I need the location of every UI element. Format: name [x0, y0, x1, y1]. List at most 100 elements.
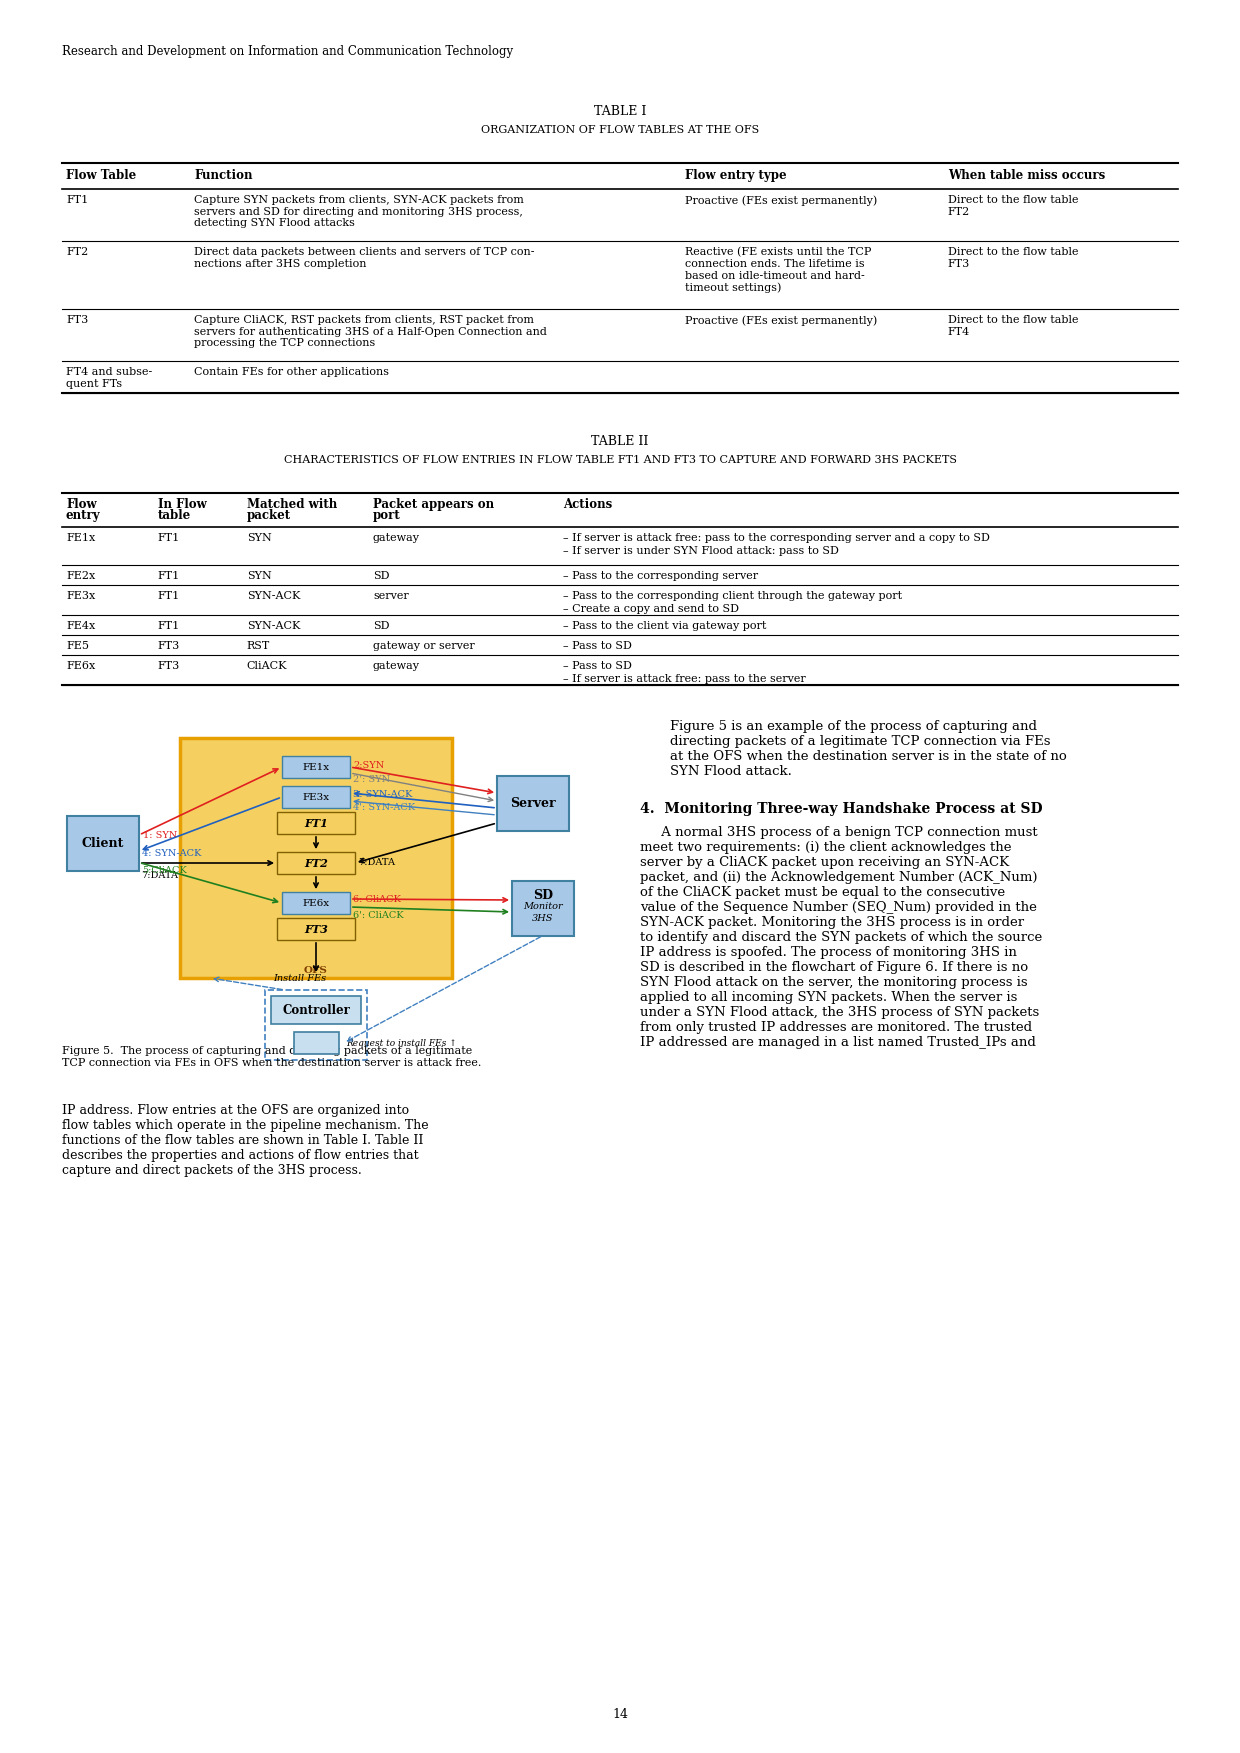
Text: A normal 3HS process of a benign TCP connection must
meet two requirements: (i) : A normal 3HS process of a benign TCP con…: [640, 826, 1043, 1048]
Text: Install FEs: Install FEs: [273, 975, 326, 983]
FancyBboxPatch shape: [67, 815, 139, 871]
Text: SP: SP: [309, 1038, 324, 1048]
Text: – Pass to the corresponding client through the gateway port: – Pass to the corresponding client throu…: [563, 591, 901, 601]
Text: Direct to the flow table
FT2: Direct to the flow table FT2: [947, 195, 1078, 217]
Text: Direct data packets between clients and servers of TCP con-
nections after 3HS c: Direct data packets between clients and …: [195, 247, 534, 268]
FancyBboxPatch shape: [281, 892, 350, 913]
Text: – Pass to the client via gateway port: – Pass to the client via gateway port: [563, 621, 766, 631]
FancyBboxPatch shape: [281, 785, 350, 808]
Text: Flow: Flow: [66, 498, 97, 512]
Text: 4: SYN-ACK: 4: SYN-ACK: [143, 848, 201, 857]
Text: FT4 and subse-
quent FTs: FT4 and subse- quent FTs: [66, 366, 153, 389]
Text: FT2: FT2: [304, 857, 327, 868]
Text: Figure 5.  The process of capturing and directing packets of a legitimate
TCP co: Figure 5. The process of capturing and d…: [62, 1047, 481, 1068]
Text: 4.  Monitoring Three-way Handshake Process at SD: 4. Monitoring Three-way Handshake Proces…: [640, 803, 1043, 815]
Text: Reactive (FE exists until the TCP
connection ends. The lifetime is
based on idle: Reactive (FE exists until the TCP connec…: [686, 247, 872, 293]
Text: 4': SYN-ACK: 4': SYN-ACK: [353, 803, 415, 812]
Text: – Create a copy and send to SD: – Create a copy and send to SD: [563, 605, 739, 614]
Text: FT2: FT2: [66, 247, 88, 258]
Text: SD: SD: [373, 621, 389, 631]
Text: FE3x: FE3x: [303, 792, 330, 801]
Text: IP address. Flow entries at the OFS are organized into
flow tables which operate: IP address. Flow entries at the OFS are …: [62, 1104, 429, 1176]
Text: FE2x: FE2x: [66, 571, 95, 580]
Text: SD: SD: [533, 889, 553, 901]
FancyBboxPatch shape: [277, 852, 355, 875]
Text: Client: Client: [82, 836, 124, 850]
Text: CliACK: CliACK: [247, 661, 288, 671]
Text: TABLE II: TABLE II: [591, 435, 649, 449]
Text: FT3: FT3: [66, 316, 88, 324]
Text: Proactive (FEs exist permanently): Proactive (FEs exist permanently): [686, 316, 878, 326]
Text: 6: CliACK: 6: CliACK: [353, 896, 401, 905]
FancyBboxPatch shape: [272, 996, 361, 1024]
Text: gateway: gateway: [373, 661, 420, 671]
Text: server: server: [373, 591, 409, 601]
Text: ORGANIZATION OF FLOW TABLES AT THE OFS: ORGANIZATION OF FLOW TABLES AT THE OFS: [481, 124, 759, 135]
Text: 6': CliACK: 6': CliACK: [353, 912, 404, 920]
Text: 1: SYN: 1: SYN: [143, 831, 177, 840]
Text: – Pass to the corresponding server: – Pass to the corresponding server: [563, 571, 758, 580]
Text: FT1: FT1: [157, 533, 180, 543]
Text: FT3: FT3: [157, 642, 180, 650]
Text: 7:DATA: 7:DATA: [358, 857, 396, 868]
FancyBboxPatch shape: [180, 738, 453, 978]
Text: FT1: FT1: [157, 621, 180, 631]
Text: OFS: OFS: [304, 966, 327, 975]
Text: SD: SD: [373, 571, 389, 580]
Text: Flow entry type: Flow entry type: [686, 168, 787, 182]
Text: SYN: SYN: [247, 533, 272, 543]
Text: FE6x: FE6x: [66, 661, 95, 671]
Text: 3: SYN-ACK: 3: SYN-ACK: [353, 791, 413, 799]
Text: Capture SYN packets from clients, SYN-ACK packets from
servers and SD for direct: Capture SYN packets from clients, SYN-AC…: [195, 195, 525, 228]
Text: FT3: FT3: [304, 924, 327, 934]
Text: Proactive (FEs exist permanently): Proactive (FEs exist permanently): [686, 195, 878, 205]
Text: Matched with: Matched with: [247, 498, 337, 512]
Text: FE6x: FE6x: [303, 899, 330, 908]
Text: Controller: Controller: [281, 1003, 350, 1017]
Text: RST: RST: [247, 642, 270, 650]
FancyBboxPatch shape: [281, 756, 350, 778]
Text: FT3: FT3: [157, 661, 180, 671]
FancyBboxPatch shape: [277, 919, 355, 940]
FancyBboxPatch shape: [497, 775, 569, 831]
Text: entry: entry: [66, 508, 100, 522]
Text: – If server is under SYN Flood attack: pass to SD: – If server is under SYN Flood attack: p…: [563, 545, 838, 556]
Text: Direct to the flow table
FT3: Direct to the flow table FT3: [947, 247, 1078, 268]
FancyBboxPatch shape: [512, 880, 574, 936]
Text: table: table: [157, 508, 191, 522]
Text: Actions: Actions: [563, 498, 611, 512]
Text: – Pass to SD: – Pass to SD: [563, 661, 631, 671]
Text: Packet appears on: Packet appears on: [373, 498, 494, 512]
Text: Server: Server: [510, 796, 556, 810]
Text: FT1: FT1: [304, 817, 327, 829]
Text: – If server is attack free: pass to the server: – If server is attack free: pass to the …: [563, 673, 805, 684]
Text: gateway: gateway: [373, 533, 420, 543]
FancyBboxPatch shape: [294, 1033, 339, 1054]
FancyBboxPatch shape: [277, 812, 355, 834]
Text: 5:CliACK: 5:CliACK: [143, 866, 187, 875]
Text: FE3x: FE3x: [66, 591, 95, 601]
Text: Capture CliACK, RST packets from clients, RST packet from
servers for authentica: Capture CliACK, RST packets from clients…: [195, 316, 547, 349]
Text: 3HS: 3HS: [532, 913, 554, 922]
Text: FE1x: FE1x: [66, 533, 95, 543]
Text: packet: packet: [247, 508, 291, 522]
Text: FT1: FT1: [66, 195, 88, 205]
Text: – Pass to SD: – Pass to SD: [563, 642, 631, 650]
Text: SYN-ACK: SYN-ACK: [247, 621, 300, 631]
Text: FE4x: FE4x: [66, 621, 95, 631]
Text: Request to install FEs ↑: Request to install FEs ↑: [346, 1040, 458, 1048]
Text: Monitor: Monitor: [523, 901, 563, 910]
Text: TABLE I: TABLE I: [594, 105, 646, 117]
Text: FE5: FE5: [66, 642, 89, 650]
Text: 2:SYN: 2:SYN: [353, 761, 384, 770]
Text: Flow Table: Flow Table: [66, 168, 136, 182]
Text: 14: 14: [613, 1709, 627, 1721]
Text: SYN-ACK: SYN-ACK: [247, 591, 300, 601]
Text: In Flow: In Flow: [157, 498, 206, 512]
Text: 2': SYN: 2': SYN: [353, 775, 391, 784]
Text: ...: ...: [311, 961, 321, 969]
Text: gateway or server: gateway or server: [373, 642, 475, 650]
Text: CHARACTERISTICS OF FLOW ENTRIES IN FLOW TABLE FT1 AND FT3 TO CAPTURE AND FORWARD: CHARACTERISTICS OF FLOW ENTRIES IN FLOW …: [284, 456, 956, 465]
Text: Contain FEs for other applications: Contain FEs for other applications: [195, 366, 389, 377]
Text: FT1: FT1: [157, 571, 180, 580]
